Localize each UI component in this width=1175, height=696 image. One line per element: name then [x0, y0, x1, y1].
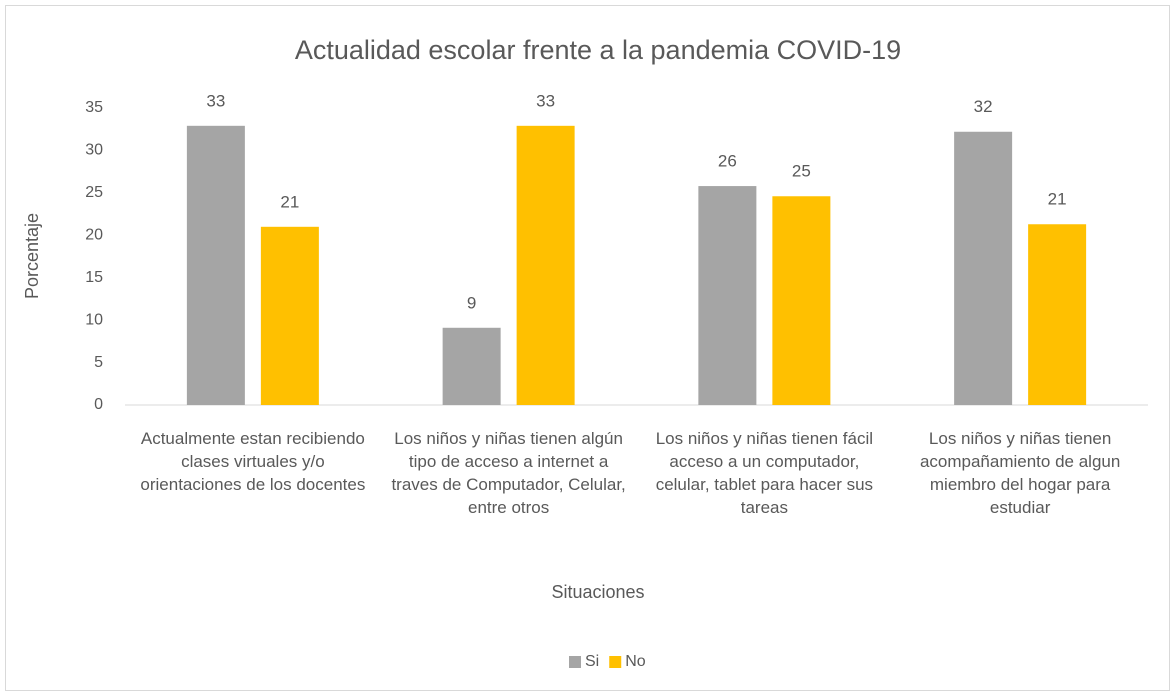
x-tick-label: Los niños y niñas tienen algún tipo de a… [391, 429, 626, 517]
chart-title: Actualidad escolar frente a la pandemia … [295, 35, 901, 65]
x-tick-label: Los niños y niñas tienen acompañamiento … [919, 429, 1121, 517]
x-tick-label: Los niños y niñas tienen fácil acceso a … [655, 429, 874, 517]
bar [516, 125, 575, 405]
data-label: 9 [467, 293, 476, 312]
y-tick-label: 5 [94, 354, 103, 371]
data-label: 32 [974, 97, 993, 116]
bar [186, 125, 245, 405]
y-axis-title: Porcentaje [22, 213, 42, 299]
y-tick-label: 35 [85, 99, 103, 116]
y-tick-label: 15 [85, 269, 103, 286]
data-label: 25 [792, 162, 811, 181]
data-label: 21 [1048, 190, 1067, 209]
x-axis-title: Situaciones [551, 582, 644, 602]
data-label: 33 [206, 91, 225, 110]
legend-label: Si [585, 653, 599, 670]
bar [442, 327, 501, 405]
y-tick-label: 10 [85, 311, 103, 328]
data-label: 33 [536, 91, 555, 110]
legend-swatch [609, 656, 622, 668]
data-label: 26 [718, 152, 737, 171]
y-tick-label: 0 [94, 396, 103, 413]
y-tick-label: 25 [85, 184, 103, 201]
y-tick-label: 20 [85, 227, 103, 244]
legend-label: No [625, 653, 646, 670]
bar [772, 196, 831, 405]
bar [260, 226, 319, 405]
legend-swatch [569, 656, 581, 668]
bar [954, 131, 1013, 405]
bar [1028, 224, 1087, 405]
y-tick-label: 30 [85, 142, 103, 159]
x-tick-label: Actualmente estan recibiendo clases virt… [140, 429, 366, 494]
data-label: 21 [280, 192, 299, 211]
bar [698, 186, 757, 405]
